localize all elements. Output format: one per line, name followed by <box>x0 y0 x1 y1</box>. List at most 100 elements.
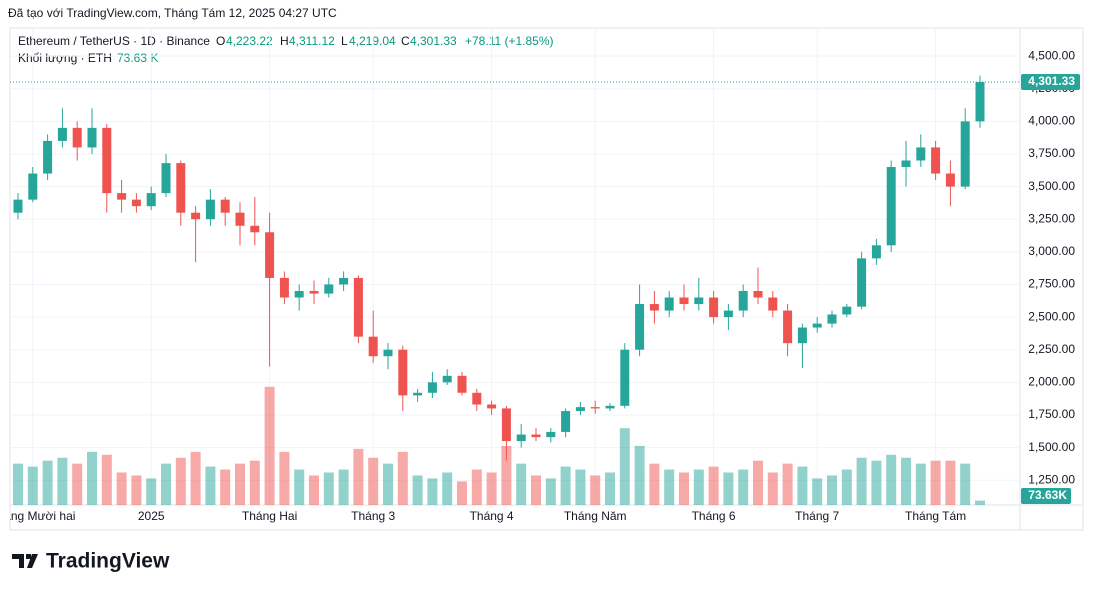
candle-body <box>916 147 926 161</box>
candle-body <box>131 199 141 207</box>
candle-body <box>102 127 112 194</box>
volume-bar <box>397 451 408 505</box>
volume-bar <box>471 469 482 505</box>
x-tick-label: 2025 <box>138 509 165 523</box>
volume-bar <box>338 469 349 505</box>
axes: Tháng Mười hai 2025 Tháng Hai Tháng 3 Tháng … <box>0 48 1080 523</box>
volume-bar <box>427 478 438 505</box>
candle-body <box>413 392 423 396</box>
volume-title: Khối lượng · ETH <box>18 51 112 65</box>
x-tick-label: Tháng Tám <box>905 509 966 523</box>
volume-bar <box>309 475 319 505</box>
candle-body <box>768 297 778 311</box>
volume-bar <box>264 386 275 505</box>
candle-body <box>205 199 215 220</box>
volume-tag <box>1021 488 1071 504</box>
change: +78.11 (+1.85%) <box>465 34 554 48</box>
candle-body <box>709 297 719 318</box>
open: 4,223.22 <box>226 34 273 48</box>
candle-body <box>294 290 304 298</box>
legend: Ethereum / TetherUS · 1D · Binance O 4,2… <box>18 34 554 65</box>
volume-bar <box>693 469 704 505</box>
candle-body <box>797 327 807 344</box>
candle-body <box>901 160 911 168</box>
close: 4,301.33 <box>410 34 457 48</box>
frame <box>9 27 1084 531</box>
volume-bar <box>901 457 911 505</box>
candle-body <box>723 310 733 318</box>
x-tick-label: Tháng 7 <box>795 509 839 523</box>
y-tick-label: 3,000.00 <box>1028 244 1075 258</box>
candle-body <box>531 434 541 438</box>
candle-body <box>857 258 867 307</box>
candle-body <box>575 407 585 412</box>
l-label: L <box>341 34 348 48</box>
candle-body <box>886 167 896 246</box>
volume-bar <box>767 472 778 505</box>
candle-body <box>250 225 260 233</box>
volume-bar <box>72 463 83 505</box>
candle-body <box>694 297 704 305</box>
volume-bar <box>915 463 926 505</box>
y-tick-label: 4,500.00 <box>1028 48 1075 62</box>
y-tick-label: 3,500.00 <box>1028 179 1075 193</box>
c-label: C <box>401 34 410 48</box>
plot <box>10 28 1020 505</box>
low: 4,219.04 <box>349 34 396 48</box>
x-tick-label: Tháng Mười hai <box>0 509 75 523</box>
volume-bar <box>634 445 645 505</box>
candle-body <box>28 173 38 200</box>
y-tick-label: 1,500.00 <box>1028 440 1075 454</box>
volume-bar <box>323 472 334 505</box>
volume-bar <box>220 469 231 505</box>
x-tick-label: Tháng Năm <box>564 509 627 523</box>
volume-bar <box>930 460 941 505</box>
volume-bar <box>57 457 68 505</box>
volume-bar <box>175 457 186 505</box>
o-label: O <box>216 34 225 48</box>
volume-bar <box>457 481 467 505</box>
volume-bar <box>13 463 23 505</box>
candle-body <box>72 127 82 148</box>
volume-bar <box>708 466 719 505</box>
candle-body <box>561 411 571 432</box>
volume-bar <box>412 475 423 505</box>
volume-bar <box>383 463 393 505</box>
candle-body <box>516 434 526 442</box>
candle-body <box>945 173 955 187</box>
y-tick-label: 1,250.00 <box>1028 472 1075 486</box>
candle-body <box>427 382 437 393</box>
y-tick-label: 4,000.00 <box>1028 114 1075 128</box>
high: 4,311.12 <box>289 34 335 48</box>
x-tick-label: Tháng 4 <box>470 509 514 523</box>
candle-body <box>368 336 378 357</box>
volume-bar <box>812 478 823 505</box>
y-tick-label: 3,250.00 <box>1028 211 1075 225</box>
volume-bar <box>886 454 897 505</box>
volume-bar <box>738 469 749 505</box>
candle-body <box>487 404 497 409</box>
volume-bar <box>797 466 808 505</box>
candle-body <box>783 310 793 344</box>
volume-bar <box>516 463 527 505</box>
volume-bar <box>249 460 260 505</box>
volume-bar <box>782 463 793 505</box>
candle-body <box>309 290 319 294</box>
volume-bar <box>723 472 734 505</box>
volume-bar <box>605 472 615 505</box>
y-tick-label: 3,750.00 <box>1028 146 1075 160</box>
volume-bar <box>101 454 112 505</box>
y-tick-label: 2,250.00 <box>1028 342 1075 356</box>
y-tick-label: 2,500.00 <box>1028 309 1075 323</box>
candle-body <box>13 199 23 213</box>
x-tick-label: Tháng 6 <box>692 509 736 523</box>
volume-bar <box>960 463 971 505</box>
volume-bar <box>664 469 675 505</box>
volume-bar <box>486 472 497 505</box>
volume-bar <box>161 463 171 505</box>
candle-body <box>117 193 127 200</box>
volume-bar <box>856 457 867 505</box>
candle-body <box>649 304 659 311</box>
candle-body <box>738 290 748 311</box>
